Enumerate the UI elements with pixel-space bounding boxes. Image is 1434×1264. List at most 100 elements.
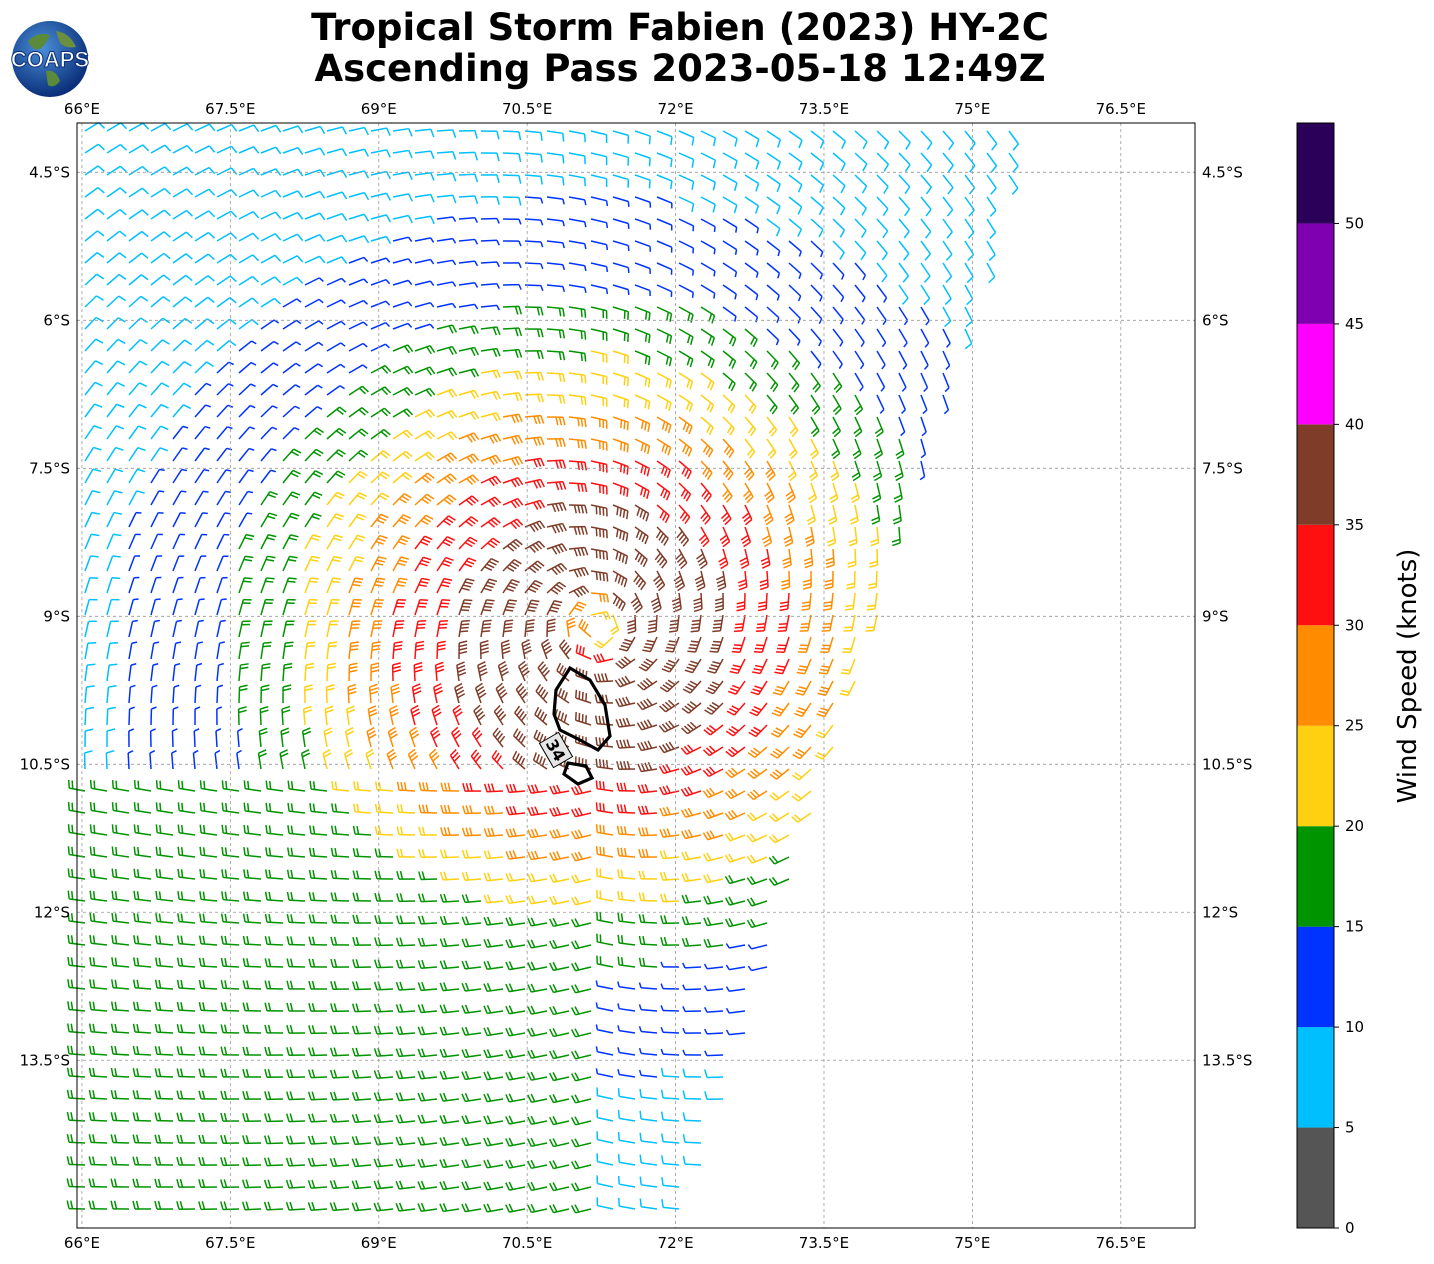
wind-barb bbox=[898, 394, 907, 415]
wind-barb bbox=[638, 1047, 658, 1056]
wind-barb bbox=[88, 1045, 108, 1056]
wind-barb bbox=[549, 917, 570, 928]
wind-barb bbox=[724, 832, 746, 842]
wind-barb bbox=[570, 1028, 592, 1038]
wind-barb bbox=[570, 1138, 592, 1148]
wind-barb bbox=[396, 893, 416, 903]
colorbar-tick-label: 10 bbox=[1345, 1018, 1364, 1036]
wind-barb bbox=[656, 306, 673, 322]
wind-barb bbox=[678, 438, 693, 457]
wind-barb bbox=[801, 592, 812, 611]
wind-barb bbox=[637, 677, 658, 691]
wind-barb bbox=[111, 846, 130, 858]
wind-barb bbox=[548, 1182, 570, 1192]
wind-barb bbox=[221, 802, 240, 814]
wind-barb bbox=[788, 174, 803, 193]
wind-barb bbox=[198, 1024, 218, 1034]
wind-barb bbox=[755, 614, 768, 633]
wind-barb bbox=[282, 620, 295, 638]
wind-barb bbox=[370, 257, 391, 264]
colorbar-bin bbox=[1297, 725, 1334, 827]
wind-barb bbox=[617, 1069, 636, 1078]
wind-barb bbox=[744, 284, 759, 301]
wind-barb bbox=[172, 576, 184, 594]
wind-barb bbox=[462, 805, 482, 815]
wind-barb bbox=[433, 683, 443, 704]
wind-barb bbox=[681, 916, 702, 926]
wind-barb bbox=[387, 726, 398, 748]
wind-barb bbox=[194, 166, 216, 176]
wind-barb bbox=[458, 282, 479, 288]
wind-barb bbox=[725, 746, 746, 758]
wind-barb bbox=[348, 598, 362, 616]
wind-barb bbox=[370, 577, 386, 594]
wind-barb bbox=[634, 416, 651, 432]
wind-barb bbox=[170, 749, 177, 770]
wind-barb bbox=[282, 405, 301, 418]
wind-barb bbox=[725, 1007, 746, 1014]
wind-barb bbox=[458, 411, 480, 421]
wind-barb bbox=[722, 196, 738, 214]
wind-barb bbox=[238, 404, 256, 418]
wind-barb bbox=[132, 1178, 152, 1188]
wind-barb bbox=[198, 1090, 218, 1100]
wind-barb bbox=[656, 218, 673, 231]
wind-barb bbox=[810, 394, 821, 415]
wind-barb bbox=[286, 1069, 306, 1079]
wind-barb bbox=[716, 570, 727, 591]
wind-barb bbox=[634, 218, 652, 230]
wind-barb bbox=[942, 262, 953, 284]
wind-barb bbox=[527, 1071, 548, 1081]
wind-barb bbox=[722, 218, 738, 233]
wind-barb bbox=[410, 704, 421, 726]
wind-barb bbox=[106, 533, 122, 550]
wind-barb bbox=[458, 389, 480, 399]
wind-barb bbox=[436, 556, 454, 572]
wind-barb bbox=[260, 684, 270, 704]
wind-barb bbox=[502, 538, 523, 552]
wind-barb bbox=[414, 172, 435, 181]
wind-barb bbox=[788, 284, 802, 302]
wind-barb bbox=[832, 372, 843, 393]
wind-barb bbox=[374, 915, 394, 924]
wind-barb bbox=[595, 824, 614, 836]
wind-barb bbox=[495, 682, 508, 704]
wind-barb bbox=[309, 803, 328, 814]
wind-barb bbox=[396, 804, 416, 814]
wind-barb bbox=[810, 218, 824, 238]
wind-barb bbox=[636, 719, 658, 731]
wind-barb bbox=[477, 661, 488, 682]
wind-barb bbox=[524, 328, 544, 338]
wind-barb bbox=[264, 1024, 284, 1034]
wind-barb bbox=[177, 868, 196, 880]
wind-barb bbox=[84, 121, 106, 132]
wind-barb bbox=[330, 847, 350, 858]
wind-barb bbox=[612, 438, 629, 453]
wind-barb bbox=[286, 891, 306, 902]
wind-barb bbox=[568, 372, 587, 384]
wind-barb bbox=[612, 174, 630, 188]
wind-barb bbox=[154, 1178, 174, 1188]
wind-barb bbox=[348, 620, 361, 638]
wind-barb bbox=[330, 1003, 350, 1013]
wind-barb bbox=[656, 196, 673, 209]
wind-barb bbox=[777, 614, 790, 632]
wind-barb bbox=[128, 209, 149, 220]
wind-barb bbox=[436, 599, 451, 616]
wind-barb bbox=[549, 1027, 570, 1038]
wind-barb bbox=[150, 598, 161, 616]
wind-barb bbox=[736, 592, 746, 612]
wind-barb bbox=[898, 328, 908, 348]
wind-barb bbox=[329, 1069, 350, 1079]
wind-barb bbox=[876, 196, 889, 217]
wind-barb bbox=[396, 848, 416, 858]
wind-barb bbox=[590, 610, 611, 621]
wind-barb bbox=[330, 870, 350, 880]
wind-barb bbox=[106, 230, 127, 242]
wind-barb bbox=[304, 448, 324, 462]
wind-barb bbox=[84, 425, 102, 440]
wind-barb bbox=[326, 256, 348, 264]
wind-barb bbox=[546, 218, 565, 227]
wind-barb bbox=[744, 416, 757, 437]
wind-barb bbox=[634, 130, 651, 145]
